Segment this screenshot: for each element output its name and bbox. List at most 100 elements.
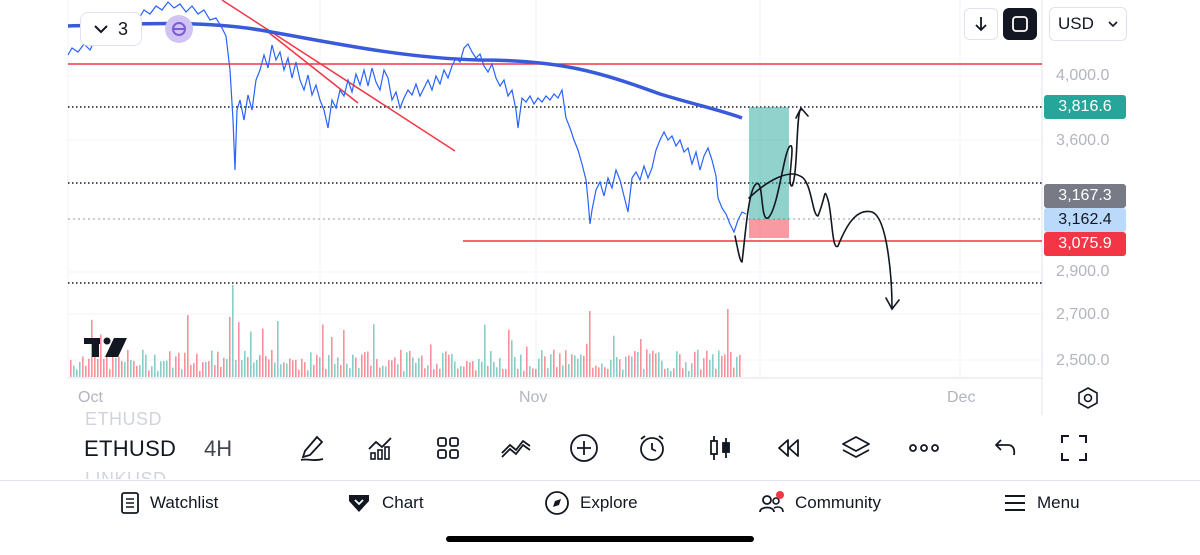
- volume-bar: [706, 350, 708, 377]
- volume-bar: [475, 370, 477, 377]
- next-symbol[interactable]: LINKUSD: [85, 469, 167, 479]
- volume-bar: [361, 354, 363, 377]
- volume-bar: [439, 368, 441, 377]
- volume-bar: [319, 357, 321, 377]
- templates-icon: [437, 437, 459, 459]
- volume-bar: [496, 367, 498, 377]
- volume-bar: [385, 366, 387, 377]
- layers-button[interactable]: [838, 430, 874, 466]
- volume-bar: [400, 349, 402, 377]
- volume-bar: [595, 365, 597, 377]
- fullscreen-button[interactable]: [1056, 430, 1092, 466]
- volume-bar: [424, 368, 426, 377]
- volume-bar: [334, 363, 336, 377]
- volume-bar: [85, 365, 87, 377]
- pen-icon: [300, 435, 324, 462]
- previous-symbol[interactable]: ETHUSD: [85, 409, 163, 429]
- long-position-profit-zone[interactable]: [749, 107, 789, 219]
- volume-bar: [394, 357, 396, 377]
- volume-bar: [358, 367, 360, 377]
- tab-explore[interactable]: Explore: [544, 491, 638, 515]
- volume-bar: [592, 367, 594, 377]
- volume-bar: [709, 359, 711, 377]
- templates-button[interactable]: [430, 430, 466, 466]
- interval-label[interactable]: 4H: [204, 436, 233, 461]
- volume-bar: [526, 346, 528, 377]
- tab-chart[interactable]: Chart: [346, 491, 424, 515]
- hand-drawn-projection-down[interactable]: [748, 173, 893, 309]
- volume-bar: [199, 370, 201, 377]
- menu-icon: [1005, 495, 1025, 511]
- volume-bar: [511, 340, 513, 377]
- volume-bar: [379, 367, 381, 377]
- volume-bar: [430, 344, 432, 377]
- candle-style-button[interactable]: [702, 430, 738, 466]
- scroll-to-latest-button[interactable]: [964, 8, 998, 40]
- pen-tool-button[interactable]: [294, 430, 330, 466]
- volume-bar: [100, 334, 102, 377]
- volume-bar: [448, 354, 450, 377]
- volume-bar: [169, 351, 171, 377]
- volume-bar: [625, 356, 627, 377]
- replay-button[interactable]: [770, 430, 806, 466]
- volume-bar: [616, 357, 618, 377]
- tab-community[interactable]: Community: [759, 491, 881, 515]
- trendline-1[interactable]: [221, 0, 456, 152]
- fullscreen-frame-icon: [1012, 16, 1028, 32]
- trendline-2[interactable]: [267, 31, 359, 104]
- volume-bar: [565, 350, 567, 377]
- volume-bar: [211, 350, 213, 377]
- chart-fullscreen-button[interactable]: [1003, 8, 1037, 40]
- volume-bar: [103, 358, 105, 377]
- chart-settings-button[interactable]: [1076, 386, 1100, 410]
- symbol-name[interactable]: ETHUSD: [84, 436, 177, 461]
- more-button[interactable]: [906, 430, 942, 466]
- chart-area[interactable]: 3 USD 4,000.0 3,600.0 2,900.0 2,700.0 2,…: [0, 0, 1200, 415]
- alert-button[interactable]: [634, 430, 670, 466]
- target-price-tag: 3,816.6: [1044, 95, 1126, 119]
- hand-drawn-projection[interactable]: [734, 109, 802, 263]
- volume-bar: [547, 368, 549, 377]
- volume-bar: [646, 349, 648, 377]
- add-button[interactable]: [566, 430, 602, 466]
- volume-bar: [73, 365, 75, 377]
- volume-bar: [265, 356, 267, 377]
- volume-bar: [298, 369, 300, 377]
- volume-bar: [739, 354, 741, 377]
- volume-bar: [433, 369, 435, 377]
- volume-bar: [223, 357, 225, 377]
- price-axis-label: 2,700.0: [1056, 306, 1110, 323]
- tab-menu[interactable]: Menu: [1003, 491, 1080, 515]
- volume-bar: [226, 359, 228, 377]
- volume-bar: [184, 352, 186, 377]
- explore-icon: [545, 491, 569, 515]
- volume-bar: [202, 362, 204, 377]
- volume-bar: [253, 362, 255, 377]
- compare-button[interactable]: [498, 430, 534, 466]
- tab-watchlist[interactable]: Watchlist: [120, 491, 218, 515]
- long-position-stop-zone[interactable]: [749, 219, 789, 238]
- volume-bar: [178, 352, 180, 377]
- volume-bar: [673, 368, 675, 377]
- volume-bar: [88, 358, 90, 377]
- volume-bar: [166, 360, 168, 377]
- interval-selector[interactable]: 3: [80, 12, 142, 46]
- volume-bar: [325, 369, 327, 377]
- volume-bar: [715, 368, 717, 377]
- volume-bar: [721, 356, 723, 377]
- volume-bar: [355, 357, 357, 377]
- volume-bar: [121, 361, 123, 377]
- volume-bar: [340, 364, 342, 377]
- undo-button[interactable]: [988, 430, 1024, 466]
- volume-bar: [634, 351, 636, 377]
- currency-selector[interactable]: USD: [1049, 7, 1127, 41]
- volume-bar: [271, 349, 273, 377]
- volume-bar: [610, 359, 612, 377]
- indicators-button[interactable]: [362, 430, 398, 466]
- volume-bar: [544, 356, 546, 377]
- indicator-toggle-button[interactable]: [165, 15, 193, 43]
- price-chart[interactable]: [0, 0, 1200, 415]
- volume-bar: [619, 359, 621, 377]
- volume-bar: [286, 363, 288, 377]
- volume-bar: [109, 369, 111, 377]
